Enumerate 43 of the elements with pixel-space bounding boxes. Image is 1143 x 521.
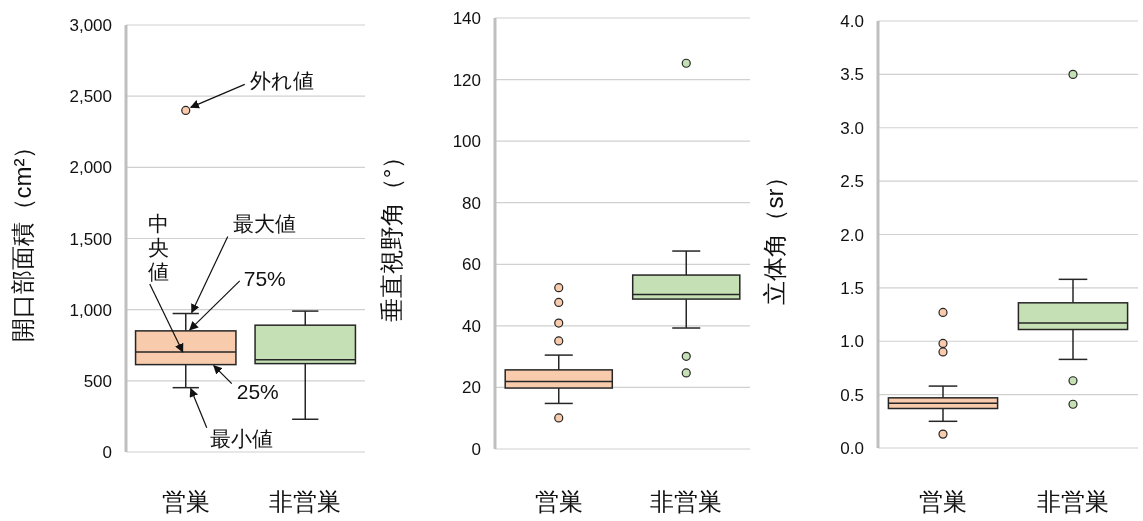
y-tick-label: 0.5 xyxy=(840,385,864,405)
y-tick-label: 20 xyxy=(462,378,481,398)
y-axis-title: 開口部面積（cm²） xyxy=(9,134,36,343)
x-tick-label: 営巣 xyxy=(919,488,967,515)
annotation: 中央値 xyxy=(147,211,169,283)
y-tick-label: 120 xyxy=(452,70,481,90)
y-tick-label: 3,000 xyxy=(69,16,112,35)
x-tick-label: 非営巣 xyxy=(1037,488,1109,515)
y-tick-label: 0.0 xyxy=(840,439,864,458)
y-tick-label: 3.5 xyxy=(840,65,864,85)
y-tick-label: 0 xyxy=(102,443,112,462)
annotation: 25% xyxy=(236,379,279,403)
annotation: 25% xyxy=(213,364,279,403)
x-tick-label: 非営巣 xyxy=(650,488,723,515)
y-tick-label: 1.5 xyxy=(840,278,864,298)
y-axis-title: 垂直視野角（°） xyxy=(378,144,405,323)
y-tick-label: 140 xyxy=(452,9,481,28)
y-tick-label: 40 xyxy=(462,316,481,336)
y-tick-label: 100 xyxy=(452,132,481,152)
annotation: 外れ値 xyxy=(189,69,314,109)
y-tick-label: 1.0 xyxy=(840,332,864,352)
y-tick-label: 500 xyxy=(83,371,112,391)
y-tick-label: 4.0 xyxy=(840,12,864,31)
x-tick-label: 営巣 xyxy=(161,488,210,515)
y-tick-label: 3.0 xyxy=(840,118,864,138)
x-tick-label: 営巣 xyxy=(534,488,583,515)
x-tick-label: 非営巣 xyxy=(269,488,342,515)
y-tick-label: 2.5 xyxy=(840,172,864,192)
y-axis-title: 立体角（sr） xyxy=(761,164,788,305)
annotation: 外れ値 xyxy=(249,69,314,93)
y-tick-label: 2.0 xyxy=(840,225,864,245)
y-tick-label: 1,000 xyxy=(69,300,112,320)
annotation: 75% xyxy=(243,266,286,290)
annotation: 最大値 xyxy=(232,211,296,235)
y-tick-label: 0 xyxy=(471,440,481,459)
annotation: 中央値 xyxy=(147,211,184,353)
annotation: 最小値 xyxy=(209,426,273,450)
y-tick-label: 2,500 xyxy=(69,87,112,107)
annotation: 75% xyxy=(189,266,286,331)
y-tick-label: 2,000 xyxy=(69,158,112,178)
y-tick-label: 1,500 xyxy=(69,229,112,249)
y-tick-label: 80 xyxy=(462,193,481,213)
y-tick-label: 60 xyxy=(462,255,481,275)
